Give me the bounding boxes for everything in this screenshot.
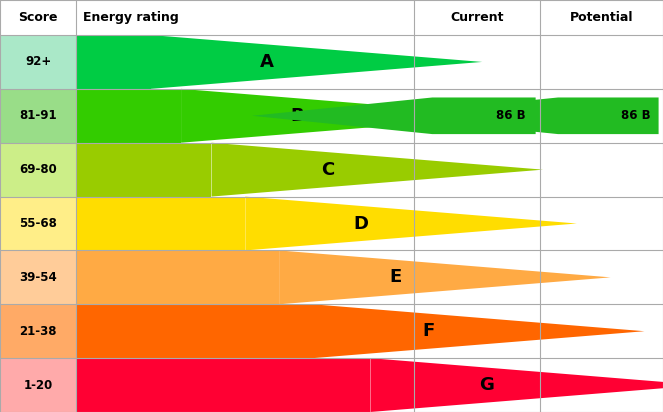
Bar	[0, 250, 76, 304]
Polygon shape	[313, 304, 644, 358]
Text: 92+: 92+	[25, 56, 51, 68]
Bar	[76, 35, 151, 89]
Polygon shape	[211, 143, 543, 197]
Text: D: D	[354, 215, 369, 232]
Polygon shape	[378, 98, 658, 134]
Text: 21-38: 21-38	[19, 325, 57, 338]
Text: 81-91: 81-91	[19, 109, 57, 122]
Text: Current: Current	[451, 11, 504, 24]
Text: Potential: Potential	[570, 11, 633, 24]
Text: G: G	[479, 376, 494, 394]
Bar	[0, 304, 76, 358]
Text: 86 B: 86 B	[621, 109, 650, 122]
Polygon shape	[279, 250, 611, 304]
Text: Score: Score	[19, 11, 58, 24]
Text: 55-68: 55-68	[19, 217, 57, 230]
Bar	[0, 197, 76, 250]
Bar	[0, 143, 76, 197]
Bar	[76, 143, 211, 197]
Bar	[76, 89, 181, 143]
Text: 39-54: 39-54	[19, 271, 57, 284]
Bar	[76, 250, 279, 304]
Text: F: F	[423, 322, 435, 340]
Polygon shape	[181, 89, 512, 143]
Text: C: C	[321, 161, 334, 179]
Polygon shape	[245, 197, 577, 250]
Text: 1-20: 1-20	[23, 379, 53, 391]
Polygon shape	[151, 35, 482, 89]
Text: A: A	[260, 53, 274, 71]
Text: B: B	[290, 107, 304, 125]
Polygon shape	[371, 358, 663, 412]
Text: 69-80: 69-80	[19, 163, 57, 176]
Bar	[0, 358, 76, 412]
Text: Energy rating: Energy rating	[83, 11, 178, 24]
Bar	[76, 358, 371, 412]
Bar	[76, 304, 313, 358]
Text: 86 B: 86 B	[496, 109, 526, 122]
Bar	[76, 197, 245, 250]
Text: E: E	[389, 268, 401, 286]
Bar	[0, 89, 76, 143]
Polygon shape	[252, 98, 536, 134]
Bar	[0, 35, 76, 89]
